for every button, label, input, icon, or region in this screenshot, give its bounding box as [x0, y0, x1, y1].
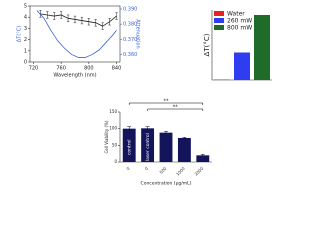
bar-label: laser control [145, 133, 151, 161]
y2-tick-label: 0.390 [123, 7, 137, 13]
error-bar [73, 15, 77, 24]
significance-bracket [128, 102, 204, 105]
x-tick-label: 760 [56, 66, 66, 72]
error-bar [115, 12, 118, 20]
y-tick-label: 50 [112, 142, 118, 147]
y-axis-label: Cell Viability (%) [104, 120, 109, 153]
bar [234, 52, 250, 80]
error-bar [145, 126, 150, 130]
y2-tick-label: 0.370 [123, 37, 137, 43]
y-tick-label: 2 [24, 37, 27, 43]
plot-frame [29, 5, 121, 63]
x-tick-label: 1000 [175, 166, 186, 177]
legend-label: 260 mW [227, 17, 252, 24]
error-bar [101, 22, 104, 30]
error-bar [80, 16, 84, 25]
y2-tick-label: 0.380 [123, 22, 137, 28]
x-tick-label: 0 [125, 166, 131, 172]
legend-label: 800 mW [227, 24, 252, 31]
significance-label: ** [173, 105, 179, 111]
error-bar [164, 131, 168, 134]
error-bar [108, 18, 111, 26]
y-tick-label: 150 [109, 109, 117, 114]
x-axis-label: Wavelength (nm) [53, 73, 96, 79]
error-bar [94, 19, 97, 27]
legend-swatch [214, 25, 224, 30]
legend-swatch [214, 18, 224, 23]
bar-label: control [127, 140, 133, 156]
legend-swatch [214, 11, 224, 16]
x-tick-label: 840 [112, 66, 122, 72]
error-bar [66, 14, 70, 22]
bar [141, 128, 155, 162]
error-bar [200, 154, 205, 157]
bar [159, 132, 173, 162]
significance-label: ** [164, 99, 170, 105]
error-bar [127, 126, 132, 131]
x-tick-label: 2000 [193, 166, 204, 177]
error-bar [87, 18, 91, 26]
bar [214, 79, 230, 80]
x-axis-label: Concentration (µg/mL) [141, 181, 192, 187]
significance-bracket [147, 108, 204, 111]
line-series [40, 13, 117, 27]
y-axis-label: ΔT(°C) [203, 33, 211, 56]
bar [254, 15, 270, 80]
y-tick-label: 0 [24, 60, 27, 66]
axes [211, 10, 272, 81]
y-tick-label: 5 [24, 4, 27, 10]
x-tick-label: 500 [158, 166, 167, 175]
y2-tick-label: 0.360 [123, 52, 137, 58]
y-tick-label: 100 [109, 126, 117, 131]
x-tick-label: 800 [84, 66, 94, 72]
y-tick-label: 1 [24, 48, 27, 54]
error-bar [53, 12, 56, 20]
x-tick-label: 0 [144, 166, 150, 172]
y2-axis-label: Attenuation [135, 19, 141, 48]
y-axis-label: ΔT(°C) [17, 26, 23, 42]
bar [196, 155, 210, 162]
bar [177, 138, 191, 162]
bar [122, 128, 136, 162]
error-bar [182, 137, 187, 139]
y-tick-label: 3 [24, 26, 27, 32]
y-tick-label: 4 [24, 15, 27, 21]
error-bar [46, 11, 49, 19]
error-bar [59, 11, 63, 19]
y-tick-label: 0 [114, 159, 117, 164]
line-series [36, 10, 117, 58]
figure: 720 760 800 840 0 1 2 3 4 5 0.360 0.370 0.380 0.390 Wa… [17, 4, 272, 187]
x-tick-label: 720 [29, 66, 39, 72]
legend-label: Water [227, 10, 245, 17]
